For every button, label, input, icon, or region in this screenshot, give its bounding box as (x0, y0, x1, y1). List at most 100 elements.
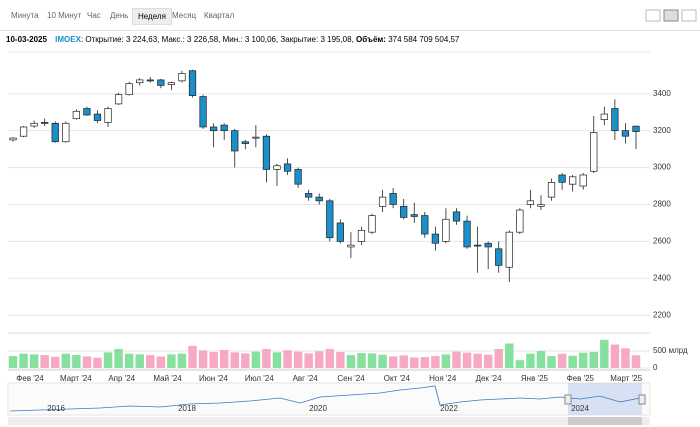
volume-bar (314, 351, 324, 368)
icon-line[interactable] (645, 9, 661, 22)
volume-bar (452, 351, 461, 368)
tab[interactable]: Неделя (132, 8, 172, 25)
candle-body (378, 196, 387, 207)
candle-body (305, 193, 313, 198)
candle-body (632, 125, 640, 132)
candle-body (526, 200, 535, 205)
volume-tick-label: 0 (653, 363, 658, 372)
volume-bar (378, 354, 387, 368)
volume-bar (526, 353, 535, 368)
candle-body (590, 132, 598, 172)
y-tick-label: 2800 (653, 200, 671, 209)
volume-bar (410, 357, 419, 368)
volume-bar (8, 356, 18, 368)
candle-body (72, 110, 80, 120)
volume-bar (462, 352, 472, 368)
candle-body (231, 130, 239, 152)
candle-body (336, 222, 344, 242)
candle-body (484, 242, 492, 248)
volume-bar (262, 348, 271, 368)
tab[interactable]: 10 Минут (47, 11, 82, 20)
x-tick-label: Авг '24 (293, 374, 319, 383)
candle-body (199, 96, 207, 128)
candle-body (93, 113, 102, 121)
scrollbar-thumb[interactable] (568, 417, 642, 425)
x-tick-label: Июл '24 (245, 374, 274, 383)
volume-bar (103, 352, 113, 368)
navigator-handle[interactable] (564, 394, 572, 405)
tab[interactable]: Месяц (172, 11, 197, 20)
ticker[interactable]: IMOEX (55, 35, 81, 44)
volume-bar (610, 344, 620, 368)
x-tick-label: Окт '24 (384, 374, 411, 383)
toolbar: Минута 10 Минут Час День Неделя Месяц Квартал (0, 0, 700, 31)
volume-bar (346, 355, 356, 368)
volume-bar (156, 356, 166, 368)
volume-bar (441, 354, 451, 368)
volume-bar (494, 348, 503, 368)
scrollbar[interactable] (8, 417, 650, 425)
volume-tick-label: 500 млрд (653, 346, 688, 355)
candle-body (621, 130, 630, 137)
volume-bar (589, 352, 598, 368)
volume-bar (357, 353, 366, 368)
volume-bar (483, 354, 493, 368)
candle-body (463, 220, 471, 248)
x-tick-label: Март '24 (60, 374, 92, 383)
candle-body (347, 244, 355, 248)
tab[interactable]: День (110, 11, 129, 20)
volume-bar (188, 345, 197, 368)
volume-bar (631, 355, 641, 368)
candle-body (83, 108, 91, 116)
candle-body (421, 215, 429, 235)
candle-body (178, 73, 186, 82)
navigator[interactable] (7, 382, 651, 416)
icon-candle[interactable] (663, 9, 679, 22)
candle-body (19, 126, 28, 137)
candle-body (136, 79, 144, 84)
candle-body (262, 135, 271, 170)
icon-bar[interactable] (681, 9, 697, 22)
volume-bar (114, 348, 123, 368)
volume-bar (40, 355, 49, 368)
candle-body (252, 136, 260, 139)
candle-body (389, 193, 397, 205)
y-tick-label: 3200 (653, 126, 671, 135)
volume-bar (304, 353, 313, 368)
volume-bar (72, 355, 81, 368)
candle-body (516, 209, 524, 233)
candle-body (442, 218, 450, 242)
date: 10-03-2025 (6, 35, 47, 44)
navigator-line (9, 385, 641, 412)
ohlc-text: : Открытие: 3 224,63, Макс.: 3 226,58, М… (80, 35, 354, 44)
candle-body (146, 79, 154, 82)
candle-body (357, 229, 366, 242)
candle-body (167, 82, 176, 85)
candle-body (273, 165, 281, 170)
candle-body (326, 200, 334, 239)
volume-bar (209, 352, 218, 368)
volume-bar (293, 351, 303, 368)
tab[interactable]: Час (87, 11, 101, 20)
candle-body (51, 122, 59, 143)
candle-body (220, 124, 228, 132)
tab[interactable]: Минута (11, 11, 39, 20)
candle-body (368, 215, 376, 233)
volume-bar (51, 356, 60, 368)
volume-bar (505, 343, 514, 368)
x-tick-label: Май '24 (153, 374, 182, 383)
navigator-year: 2018 (178, 404, 196, 413)
tab[interactable]: Квартал (204, 11, 235, 20)
candle-body (114, 94, 123, 105)
navigator-year: 2020 (309, 404, 327, 413)
navigator-handle[interactable] (638, 394, 646, 405)
candle-body (505, 231, 513, 268)
volume-bar (420, 357, 430, 368)
volume-bar (568, 355, 577, 368)
x-tick-label: Фев '24 (16, 374, 44, 383)
candle-body (547, 181, 556, 198)
navigator-year: 2022 (440, 404, 458, 413)
volume-bar (388, 356, 398, 368)
x-tick-label: Сен '24 (337, 374, 365, 383)
